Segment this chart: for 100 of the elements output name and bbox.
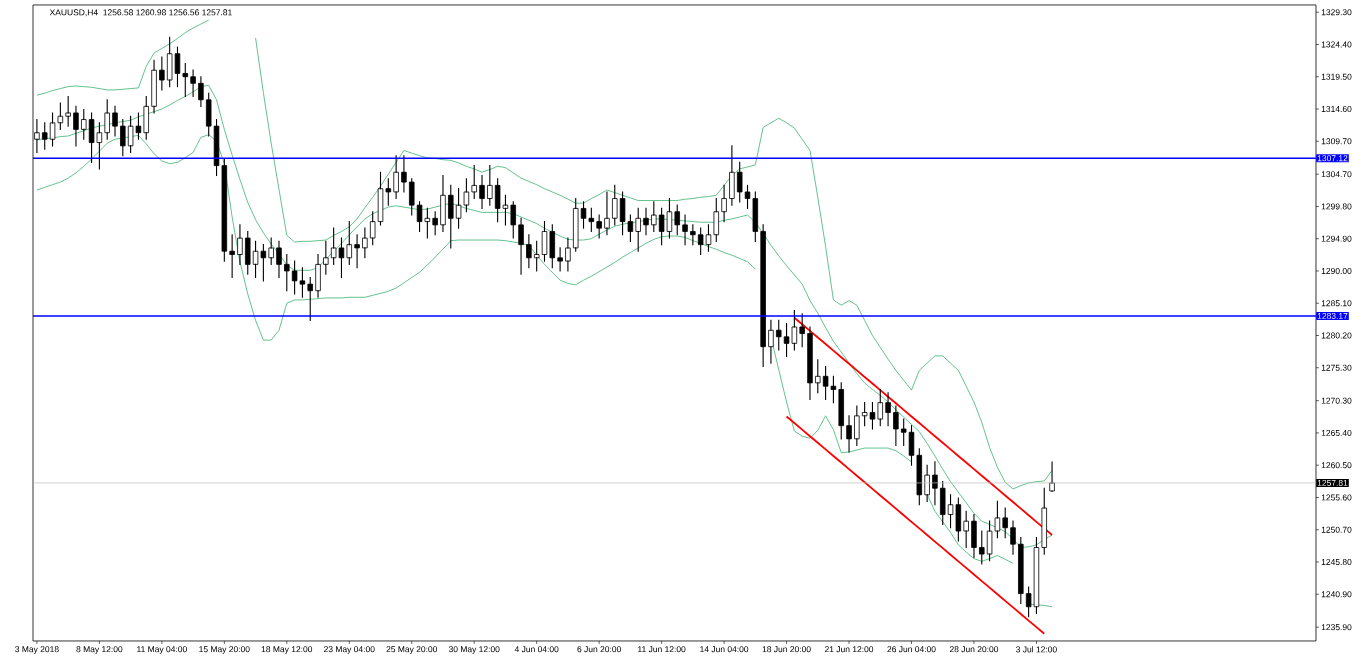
candlestick <box>1041 487 1047 555</box>
y-tick-label: 1324.40 <box>1321 41 1352 48</box>
x-tick-label: 18 May 12:00 <box>261 646 313 654</box>
candlestick <box>315 253 321 298</box>
candlestick <box>487 165 493 206</box>
candlestick <box>377 171 384 226</box>
candlestick <box>409 178 415 216</box>
candlestick <box>979 530 985 565</box>
line-series <box>793 316 1053 536</box>
candlestick <box>385 178 392 206</box>
candlestick <box>1002 507 1008 539</box>
candlestick <box>838 382 844 440</box>
y-tick-label: 1270.30 <box>1321 397 1352 404</box>
candlestick <box>104 99 110 140</box>
y-tick-label: 1245.80 <box>1321 558 1352 565</box>
candlestick <box>205 92 212 137</box>
candlestick <box>182 63 189 98</box>
y-tick-label: 1329.30 <box>1321 9 1352 16</box>
candlestick <box>799 313 805 348</box>
candlestick <box>307 277 313 321</box>
candlestick <box>65 95 71 127</box>
y-tick-label: 1265.40 <box>1321 429 1352 436</box>
candlestick <box>81 109 87 140</box>
candlestick <box>268 237 274 265</box>
y-tick-label: 1260.50 <box>1321 462 1352 469</box>
candlestick <box>471 165 477 200</box>
ref-line-label: 1307.12 <box>1317 155 1348 162</box>
candlestick <box>651 201 657 233</box>
candlestick <box>674 204 680 236</box>
candlestick <box>354 234 360 269</box>
line-series <box>785 415 1046 635</box>
x-tick-label: 23 May 04:00 <box>324 646 375 654</box>
candlestick <box>939 481 946 525</box>
candlestick <box>549 224 556 269</box>
candlestick <box>713 198 720 242</box>
candlestick <box>736 161 743 203</box>
candlestick <box>721 184 727 223</box>
candlestick <box>604 191 610 236</box>
x-tick-label: 18 Jun 20:00 <box>762 646 811 653</box>
candlestick <box>432 211 438 236</box>
x-tick-label: 6 Jun 20:00 <box>577 646 621 653</box>
candlestick <box>41 122 48 150</box>
candlestick <box>900 418 907 446</box>
y-tick-label: 1250.70 <box>1321 526 1352 533</box>
candlestick <box>612 184 618 226</box>
chart-title: XAUUSD,H4 <box>49 9 98 17</box>
x-tick-label: 11 May 04:00 <box>137 646 187 654</box>
chart-subtitle: 1256.58 1260.98 1256.56 1257.81 <box>103 9 232 16</box>
candlestick <box>346 221 353 265</box>
y-tick-label: 1280.20 <box>1321 332 1352 339</box>
x-tick-label: 26 Jun 04:00 <box>887 646 936 653</box>
y-tick-label: 1290.00 <box>1321 267 1352 274</box>
candlestick <box>245 230 251 275</box>
candlestick <box>963 510 969 549</box>
y-tick-label: 1319.50 <box>1321 73 1352 80</box>
candlestick <box>729 145 735 206</box>
y-tick-label: 1240.90 <box>1321 591 1352 598</box>
candlestick <box>448 184 454 249</box>
x-tick-label: 8 May 12:00 <box>76 646 123 654</box>
candlestick <box>120 118 126 157</box>
x-tick-label: 21 Jun 12:00 <box>824 646 874 653</box>
x-tick-label: 15 May 20:00 <box>199 646 250 654</box>
x-tick-label: 14 Jun 04:00 <box>700 646 749 653</box>
candlestick <box>284 253 290 292</box>
y-tick-label: 1309.70 <box>1321 138 1352 145</box>
x-tick-label: 11 Jun 12:00 <box>638 646 686 653</box>
candlestick <box>510 201 516 239</box>
candlestick <box>1049 461 1055 492</box>
candlestick <box>768 319 774 364</box>
candlestick <box>362 227 368 259</box>
ref-line-label: 1283.17 <box>1317 312 1348 319</box>
candlestick <box>369 211 376 246</box>
candlestick <box>237 224 243 265</box>
y-tick-label: 1299.80 <box>1321 203 1352 210</box>
candlestick <box>924 464 930 502</box>
candlestick <box>565 237 571 272</box>
y-tick-label: 1294.90 <box>1321 235 1352 242</box>
y-tick-label: 1285.10 <box>1321 300 1352 307</box>
candlestick <box>440 174 446 233</box>
x-tick-label: 30 May 12:00 <box>448 646 500 654</box>
x-tick-label: 3 Jul 12:00 <box>1016 646 1057 653</box>
x-tick-label: 4 Jun 04:00 <box>514 646 559 653</box>
candlestick <box>815 359 821 394</box>
ref-line-label: 1257.81 <box>1317 479 1348 486</box>
y-tick-label: 1275.30 <box>1321 364 1352 371</box>
candlestick <box>635 207 641 252</box>
x-tick-label: 28 Jun 20:00 <box>949 646 999 653</box>
candlestick <box>877 388 884 427</box>
candlestick <box>143 95 149 140</box>
y-tick-label: 1314.60 <box>1321 106 1352 112</box>
candlestick <box>1018 537 1024 605</box>
y-tick-label: 1304.70 <box>1321 171 1352 178</box>
candlestick <box>151 59 157 114</box>
candlestick <box>393 155 399 200</box>
candlestick <box>854 405 860 446</box>
y-tick-label: 1235.90 <box>1321 624 1352 631</box>
candlestick <box>572 198 579 252</box>
candlestick <box>323 240 329 275</box>
y-tick-label: 1255.60 <box>1321 494 1352 501</box>
candlestick <box>557 247 563 272</box>
